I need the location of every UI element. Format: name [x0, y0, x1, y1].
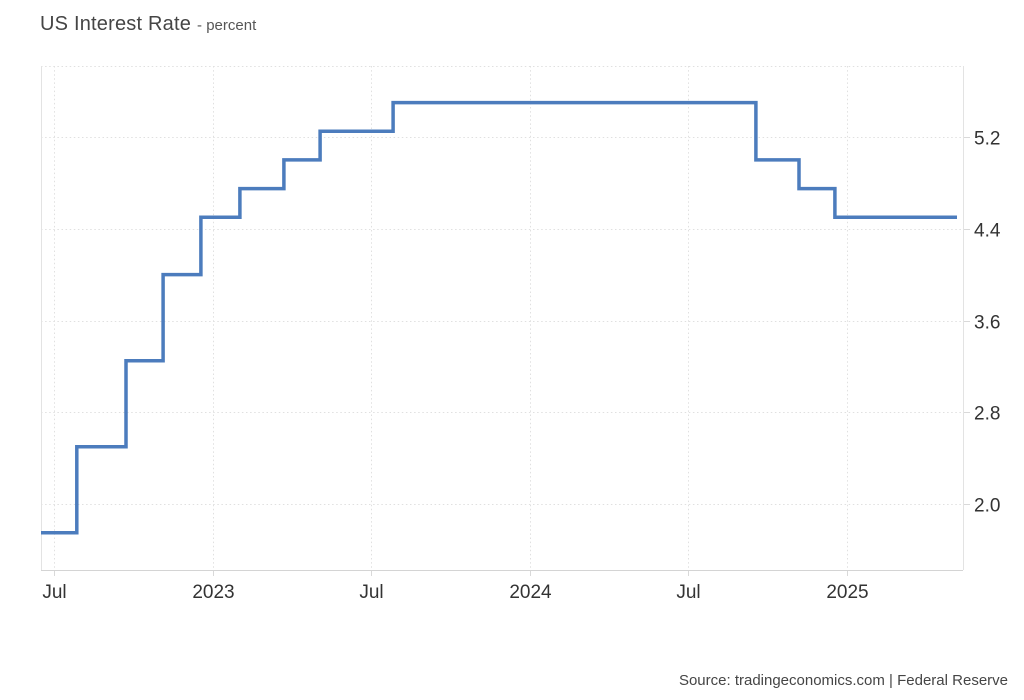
x-tick-label: Jul	[42, 582, 66, 603]
y-tick-label: 3.6	[974, 313, 1000, 334]
x-tick-label: 2023	[192, 582, 234, 603]
source-credit: Source: tradingeconomics.com | Federal R…	[678, 672, 1008, 689]
chart-subtitle: - percent	[197, 17, 257, 34]
x-tick-label: 2024	[509, 582, 552, 603]
chart-svg: 2.0 2.8 3.6 4.4 5.2 Jul 2023 Jul 2024 Jul 2025	[41, 66, 1001, 603]
interest-rate-line	[41, 100, 957, 535]
y-tick-label: 2.8	[974, 404, 1000, 425]
y-tick-label: 4.4	[974, 221, 1001, 242]
y-tick-label: 5.2	[974, 129, 1000, 150]
chart-title: US Interest Rate	[40, 13, 192, 35]
y-tick-label: 2.0	[974, 496, 1000, 517]
x-tick-label: 2025	[826, 582, 868, 603]
x-tick-label: Jul	[359, 582, 383, 603]
x-tick-label: Jul	[676, 582, 700, 603]
chart-header: US Interest Rate - percent	[40, 13, 256, 36]
